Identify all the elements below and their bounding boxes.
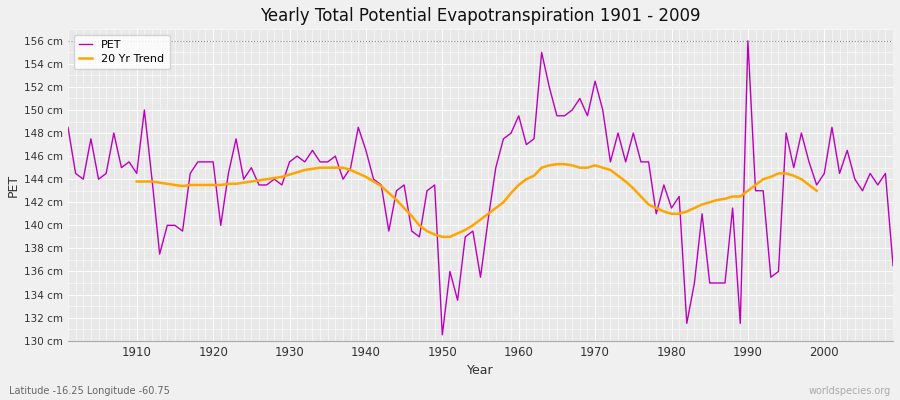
- PET: [513, 113, 524, 118]
- Text: Latitude -16.25 Longitude -60.75: Latitude -16.25 Longitude -60.75: [9, 386, 170, 396]
- PET: [123, 160, 134, 164]
- Y-axis label: PET: PET: [7, 173, 20, 196]
- PET: [742, 38, 753, 43]
- Legend: PET, 20 Yr Trend: PET, 20 Yr Trend: [74, 35, 170, 70]
- 20 Yr Trend: [131, 179, 142, 184]
- PET: [292, 154, 302, 158]
- Line: PET: PET: [68, 41, 893, 335]
- 20 Yr Trend: [796, 177, 806, 182]
- PET: [63, 125, 74, 130]
- 20 Yr Trend: [727, 194, 738, 199]
- Title: Yearly Total Potential Evapotranspiration 1901 - 2009: Yearly Total Potential Evapotranspiratio…: [260, 7, 701, 25]
- PET: [338, 177, 348, 182]
- 20 Yr Trend: [552, 162, 562, 167]
- 20 Yr Trend: [338, 165, 348, 170]
- 20 Yr Trend: [811, 188, 822, 193]
- PET: [613, 131, 624, 136]
- Text: worldspecies.org: worldspecies.org: [809, 386, 891, 396]
- 20 Yr Trend: [436, 234, 447, 239]
- Line: 20 Yr Trend: 20 Yr Trend: [137, 164, 816, 237]
- 20 Yr Trend: [620, 179, 631, 184]
- PET: [887, 263, 898, 268]
- PET: [436, 332, 447, 337]
- 20 Yr Trend: [712, 198, 723, 202]
- X-axis label: Year: Year: [467, 364, 494, 377]
- PET: [521, 142, 532, 147]
- 20 Yr Trend: [223, 182, 234, 186]
